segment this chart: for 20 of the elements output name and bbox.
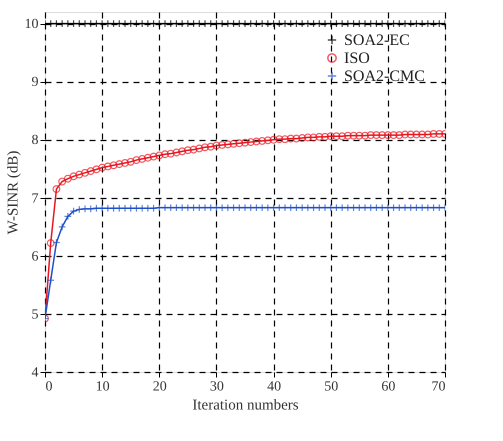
y-tick-label: 6 [32, 249, 38, 264]
x-tick-label: 50 [324, 380, 338, 394]
x-tick-label: 70 [432, 380, 446, 394]
x-tick-label: 60 [381, 380, 396, 394]
y-tick-label: 7 [32, 191, 38, 206]
legend-label: SOA2-EC [344, 32, 410, 49]
x-tick-label: 30 [210, 380, 224, 394]
x-tick-label: 20 [152, 380, 167, 394]
y-tick-label: 8 [32, 133, 38, 148]
x-tick-label: 10 [96, 380, 110, 394]
y-tick-label: 9 [32, 75, 38, 90]
y-tick-label: 5 [32, 307, 38, 322]
y-axis-title: W-SINR (dB) [6, 150, 22, 234]
x-tick-label: 0 [46, 380, 52, 394]
legend-label: SOA2-CMC [344, 68, 425, 85]
x-tick-label: 40 [267, 380, 282, 394]
x-axis-title: Iteration numbers [192, 398, 299, 414]
legend-label: ISO [344, 50, 370, 67]
y-tick-label: 10 [24, 17, 38, 32]
y-tick-label: 4 [32, 366, 38, 380]
